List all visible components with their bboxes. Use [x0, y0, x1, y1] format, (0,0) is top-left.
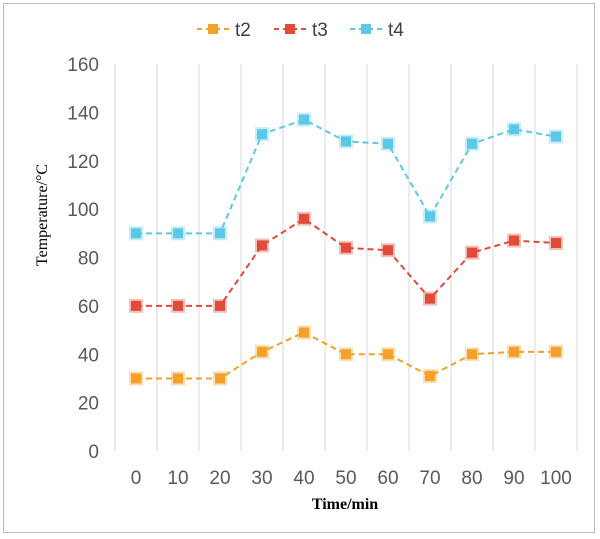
data-point-t4 — [257, 129, 267, 140]
x-axis-title: Time/min — [312, 496, 378, 513]
legend-label: t3 — [312, 20, 328, 41]
data-point-t4 — [299, 114, 309, 125]
data-point-t3 — [383, 245, 393, 256]
data-point-t3 — [257, 240, 267, 251]
series-t4 — [129, 112, 563, 241]
data-point-t3 — [509, 235, 519, 246]
data-point-t2 — [467, 349, 477, 360]
data-point-t3 — [131, 300, 141, 311]
y-tick-label: 120 — [67, 152, 99, 173]
x-tick-label: 90 — [503, 468, 524, 489]
x-tick-label: 30 — [251, 468, 272, 489]
data-point-t2 — [509, 346, 519, 357]
data-point-t2 — [215, 373, 225, 384]
data-point-t2 — [299, 327, 309, 338]
chart-frame — [3, 3, 595, 533]
y-tick-label: 0 — [88, 442, 99, 463]
data-point-t3 — [341, 242, 351, 253]
x-tick-label: 40 — [293, 468, 314, 489]
data-point-t2 — [131, 373, 141, 384]
data-point-t4 — [131, 228, 141, 239]
series-line-t3 — [136, 217, 557, 307]
x-axis-ticks: 0 10 20 30 40 50 60 70 80 90 100 — [131, 468, 572, 489]
y-tick-label: 80 — [78, 249, 99, 270]
data-point-t4 — [341, 136, 351, 147]
data-point-t4 — [383, 138, 393, 149]
legend-label: t4 — [388, 20, 404, 41]
data-point-t4 — [509, 124, 519, 135]
x-tick-label: 80 — [461, 468, 482, 489]
y-axis-title: Temperature/°C — [34, 164, 51, 266]
x-tick-label: 0 — [131, 468, 142, 489]
legend-marker — [285, 24, 295, 34]
data-point-t2 — [341, 349, 351, 360]
y-tick-label: 100 — [67, 200, 99, 221]
data-point-t2 — [383, 349, 393, 360]
x-tick-label: 20 — [209, 468, 230, 489]
y-axis-ticks: 0 20 40 60 80 100 120 140 160 — [67, 55, 99, 463]
x-tick-label: 10 — [167, 468, 188, 489]
y-tick-label: 160 — [67, 55, 99, 76]
data-point-t4 — [173, 228, 183, 239]
series-group — [129, 112, 563, 386]
series-line-t2 — [136, 331, 556, 380]
y-tick-label: 140 — [67, 103, 99, 124]
data-point-t3 — [215, 300, 225, 311]
series-t2 — [129, 325, 563, 386]
data-point-t2 — [257, 346, 267, 357]
legend-marker — [361, 24, 371, 34]
y-tick-label: 40 — [78, 345, 99, 366]
data-point-t4 — [215, 228, 225, 239]
data-point-t4 — [425, 211, 435, 222]
legend-marker — [208, 24, 218, 34]
data-point-t3 — [299, 213, 309, 224]
grid — [114, 64, 578, 451]
data-point-t3 — [551, 237, 561, 248]
legend-label: t2 — [235, 20, 251, 41]
data-point-t2 — [551, 346, 561, 357]
x-tick-label: 100 — [540, 468, 572, 489]
data-point-t4 — [551, 131, 561, 142]
legend-item-t3: t3 — [274, 20, 328, 41]
y-tick-label: 20 — [78, 394, 99, 415]
series-t3 — [129, 211, 563, 313]
y-tick-label: 60 — [78, 297, 99, 318]
x-tick-label: 50 — [335, 468, 356, 489]
x-tick-label: 60 — [377, 468, 398, 489]
legend-item-t4: t4 — [350, 20, 404, 41]
data-point-t4 — [467, 138, 477, 149]
legend: t2 t3 t4 — [197, 20, 404, 41]
legend-item-t2: t2 — [197, 20, 251, 41]
data-point-t3 — [467, 247, 477, 258]
data-point-t3 — [425, 293, 435, 304]
data-point-t2 — [425, 371, 435, 382]
data-point-t3 — [173, 300, 183, 311]
data-point-t2 — [173, 373, 183, 384]
x-tick-label: 70 — [419, 468, 440, 489]
